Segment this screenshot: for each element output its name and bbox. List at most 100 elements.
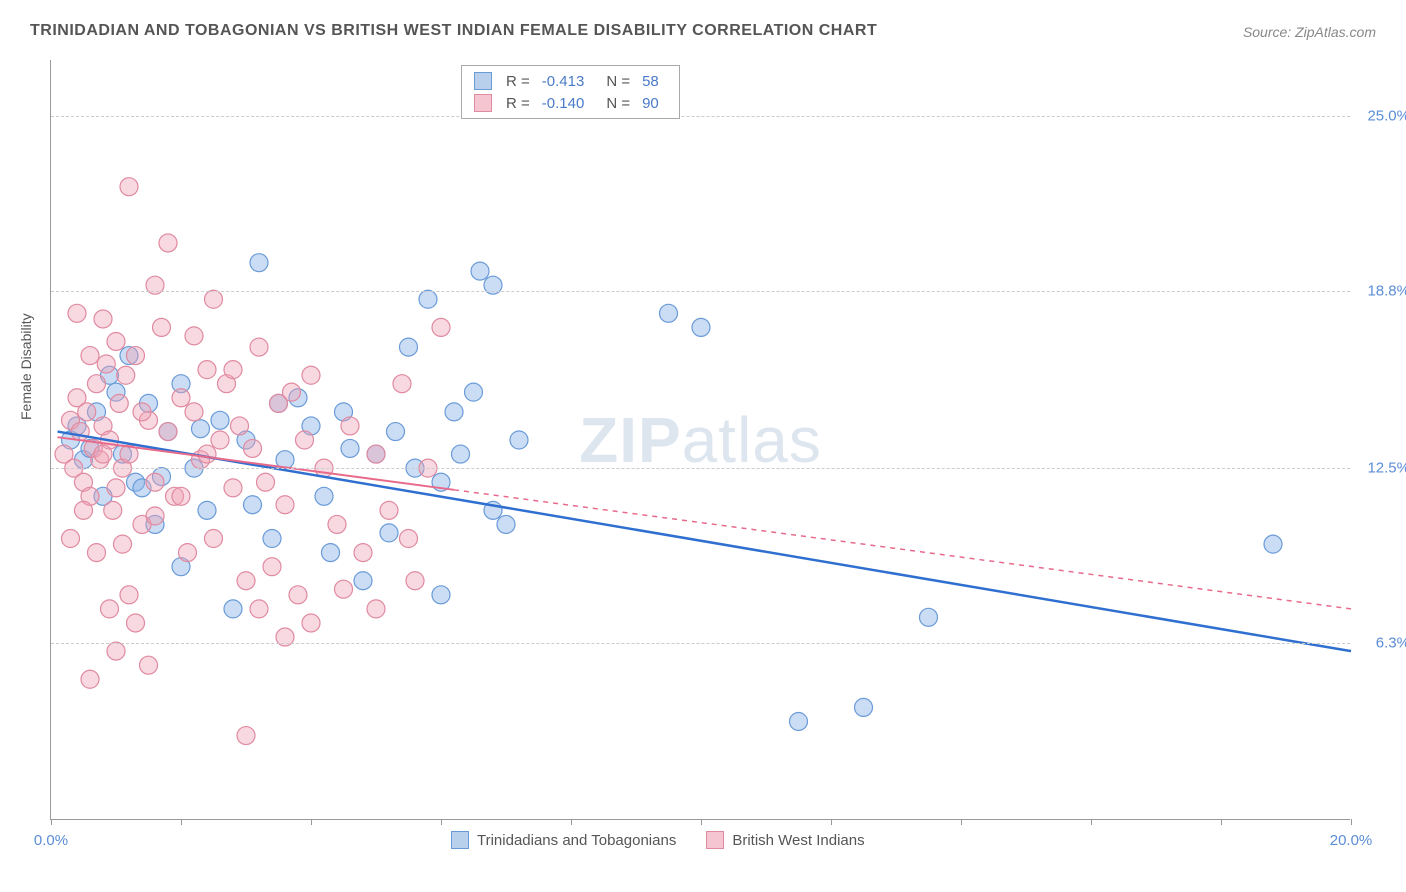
scatter-point bbox=[660, 304, 678, 322]
scatter-point bbox=[120, 586, 138, 604]
scatter-point bbox=[510, 431, 528, 449]
scatter-point bbox=[62, 530, 80, 548]
x-tick bbox=[181, 819, 182, 825]
scatter-point bbox=[445, 403, 463, 421]
scatter-point bbox=[393, 375, 411, 393]
scatter-point bbox=[244, 439, 262, 457]
scatter-point bbox=[140, 656, 158, 674]
scatter-point bbox=[465, 383, 483, 401]
scatter-point bbox=[354, 572, 372, 590]
legend-n-value: 90 bbox=[642, 95, 659, 112]
regression-line bbox=[58, 432, 1352, 652]
scatter-point bbox=[263, 530, 281, 548]
x-tick bbox=[1221, 819, 1222, 825]
scatter-point bbox=[88, 375, 106, 393]
grid-line bbox=[51, 643, 1350, 644]
scatter-point bbox=[231, 417, 249, 435]
scatter-point bbox=[920, 608, 938, 626]
scatter-point bbox=[283, 383, 301, 401]
scatter-point bbox=[328, 515, 346, 533]
y-tick-label: 18.8% bbox=[1367, 282, 1406, 299]
x-tick bbox=[1091, 819, 1092, 825]
x-tick bbox=[1351, 819, 1352, 825]
scatter-point bbox=[452, 445, 470, 463]
legend-series-name: Trinidadians and Tobagonians bbox=[477, 832, 676, 849]
scatter-point bbox=[237, 572, 255, 590]
legend-series-box: Trinidadians and TobagoniansBritish West… bbox=[451, 831, 865, 849]
x-tick bbox=[441, 819, 442, 825]
scatter-point bbox=[117, 366, 135, 384]
scatter-point bbox=[114, 535, 132, 553]
scatter-point bbox=[198, 501, 216, 519]
scatter-point bbox=[471, 262, 489, 280]
scatter-point bbox=[159, 423, 177, 441]
scatter-point bbox=[250, 338, 268, 356]
legend-r-label: R = bbox=[506, 73, 530, 90]
scatter-point bbox=[400, 338, 418, 356]
legend-r-value: -0.140 bbox=[542, 95, 585, 112]
scatter-point bbox=[211, 431, 229, 449]
scatter-point bbox=[497, 515, 515, 533]
scatter-point bbox=[341, 417, 359, 435]
scatter-point bbox=[263, 558, 281, 576]
scatter-point bbox=[341, 439, 359, 457]
scatter-point bbox=[354, 544, 372, 562]
legend-series-item: Trinidadians and Tobagonians bbox=[451, 831, 676, 849]
scatter-point bbox=[127, 347, 145, 365]
scatter-point bbox=[276, 496, 294, 514]
scatter-point bbox=[296, 431, 314, 449]
scatter-point bbox=[81, 670, 99, 688]
regression-line-dashed bbox=[454, 490, 1351, 609]
scatter-point bbox=[257, 473, 275, 491]
scatter-point bbox=[400, 530, 418, 548]
scatter-point bbox=[120, 178, 138, 196]
scatter-point bbox=[367, 445, 385, 463]
scatter-point bbox=[78, 403, 96, 421]
scatter-point bbox=[107, 479, 125, 497]
scatter-point bbox=[855, 698, 873, 716]
legend-swatch bbox=[451, 831, 469, 849]
scatter-point bbox=[146, 473, 164, 491]
scatter-point bbox=[224, 600, 242, 618]
scatter-point bbox=[250, 600, 268, 618]
source-attribution: Source: ZipAtlas.com bbox=[1243, 24, 1376, 40]
y-tick-label: 12.5% bbox=[1367, 460, 1406, 477]
x-tick bbox=[701, 819, 702, 825]
scatter-point bbox=[179, 544, 197, 562]
scatter-point bbox=[250, 254, 268, 272]
scatter-point bbox=[790, 712, 808, 730]
x-tick bbox=[51, 819, 52, 825]
scatter-point bbox=[110, 394, 128, 412]
scatter-point bbox=[302, 366, 320, 384]
scatter-point bbox=[367, 600, 385, 618]
x-tick-label: 0.0% bbox=[34, 832, 68, 849]
legend-swatch bbox=[474, 72, 492, 90]
scatter-point bbox=[94, 445, 112, 463]
scatter-point bbox=[322, 544, 340, 562]
legend-n-label: N = bbox=[606, 73, 630, 90]
scatter-point bbox=[387, 423, 405, 441]
scatter-point bbox=[159, 234, 177, 252]
x-tick bbox=[831, 819, 832, 825]
legend-n-label: N = bbox=[606, 95, 630, 112]
scatter-point bbox=[198, 361, 216, 379]
scatter-point bbox=[205, 290, 223, 308]
scatter-point bbox=[172, 389, 190, 407]
y-axis-label: Female Disability bbox=[18, 313, 34, 420]
legend-n-value: 58 bbox=[642, 73, 659, 90]
scatter-point bbox=[432, 318, 450, 336]
grid-line bbox=[51, 468, 1350, 469]
scatter-point bbox=[185, 327, 203, 345]
scatter-point bbox=[432, 586, 450, 604]
legend-r-value: -0.413 bbox=[542, 73, 585, 90]
scatter-point bbox=[244, 496, 262, 514]
scatter-point bbox=[205, 530, 223, 548]
scatter-point bbox=[75, 501, 93, 519]
scatter-point bbox=[380, 501, 398, 519]
plot-area: R =-0.413N =58R =-0.140N =90 Trinidadian… bbox=[50, 60, 1350, 820]
legend-swatch bbox=[706, 831, 724, 849]
scatter-point bbox=[68, 304, 86, 322]
scatter-point bbox=[198, 445, 216, 463]
grid-line bbox=[51, 291, 1350, 292]
scatter-point bbox=[81, 347, 99, 365]
